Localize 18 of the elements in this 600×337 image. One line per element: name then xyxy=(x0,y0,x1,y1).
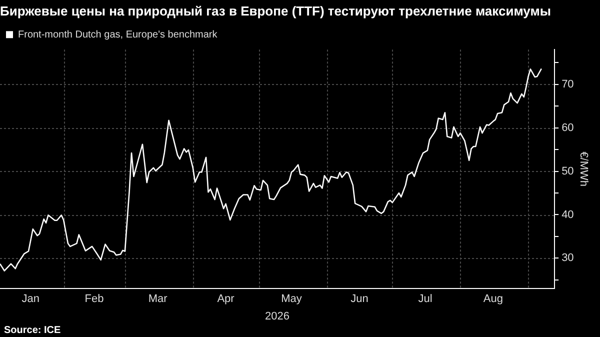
x-tick-label: Jul xyxy=(418,293,432,306)
y-tick-label: 50 xyxy=(562,165,574,178)
y-tick-label: 40 xyxy=(562,208,574,221)
x-axis-title: 2026 xyxy=(265,310,290,322)
y-tick-label: 60 xyxy=(562,122,574,134)
x-tick-label: Apr xyxy=(217,293,235,306)
x-tick-label: May xyxy=(281,293,302,306)
chart-title: Биржевые цены на природный газ в Европе (TTF) тестируют трехлетние максимумы xyxy=(0,3,551,18)
x-tick-label: Jan xyxy=(22,293,40,306)
source-note: Source: ICE xyxy=(4,324,62,336)
x-tick-label: Aug xyxy=(483,293,503,306)
x-tick-label: Mar xyxy=(148,293,168,306)
legend-label: Front-month Dutch gas, Europe's benchmark xyxy=(18,29,218,40)
y-tick-label: 30 xyxy=(562,252,574,264)
y-tick-label: 70 xyxy=(562,78,574,90)
y-axis-title: €/MWh xyxy=(577,152,590,187)
x-tick-label: Jun xyxy=(350,293,368,306)
x-tick-label: Feb xyxy=(84,293,104,306)
